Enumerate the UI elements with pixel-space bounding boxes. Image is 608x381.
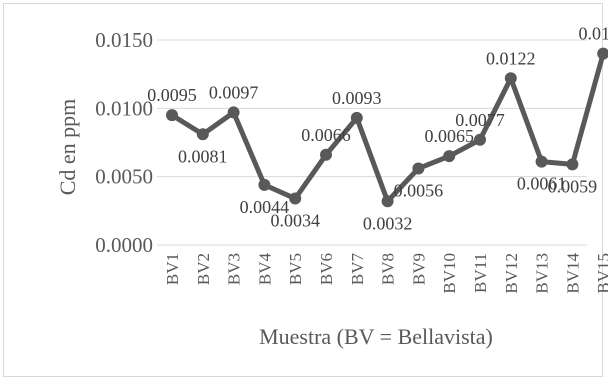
x-axis-ticks: BV1 BV2 BV3 BV4 BV5 BV6 BV7 BV8 BV9 BV10 BV11 BV12 B… <box>163 253 608 294</box>
y-tick-label-3: 0.0150 <box>95 28 153 52</box>
data-point-bv4 <box>258 178 271 191</box>
data-point-bv6 <box>320 148 332 161</box>
data-point-bv1 <box>166 109 178 122</box>
data-label-bv7: 0.0093 <box>332 88 382 108</box>
data-label-bv13: 0.0061 <box>517 174 567 194</box>
x-tick-label-bv6: BV6 <box>317 253 336 285</box>
data-label-bv12: 0.0122 <box>486 48 536 68</box>
y-tick-label-0: 0.0000 <box>95 233 153 257</box>
data-label-bv5: 0.0034 <box>270 211 320 231</box>
data-point-bv10 <box>443 150 456 163</box>
data-point-bv14 <box>566 158 579 171</box>
data-label-bv3: 0.0097 <box>209 82 259 102</box>
data-label-bv1: 0.0095 <box>147 85 197 105</box>
data-point-bv11 <box>474 133 486 146</box>
data-point-bv9 <box>412 162 425 175</box>
x-tick-label-bv5: BV5 <box>286 253 305 285</box>
data-point-bv2 <box>196 128 209 141</box>
data-label-bv4: 0.0044 <box>240 197 290 217</box>
data-label-bv11: 0.0077 <box>455 110 505 130</box>
x-tick-label-bv10: BV10 <box>440 253 459 294</box>
y-axis-title: Cd en ppm <box>55 99 80 196</box>
y-tick-label-2: 0.0100 <box>95 96 153 120</box>
x-tick-label-bv2: BV2 <box>194 253 213 285</box>
x-axis-title: Muestra (BV = Bellavista) <box>259 324 493 349</box>
data-label-bv2: 0.0081 <box>178 146 228 166</box>
x-tick-label-bv3: BV3 <box>225 253 244 285</box>
data-point-bv12 <box>504 72 517 85</box>
data-point-bv13 <box>535 155 548 168</box>
x-tick-label-bv4: BV4 <box>255 253 274 286</box>
data-label-bv10: 0.0065 <box>424 126 474 146</box>
data-point-bv3 <box>227 106 240 119</box>
data-label-bv9: 0.0056 <box>394 180 444 200</box>
x-tick-label-bv8: BV8 <box>379 253 398 285</box>
x-tick-label-bv14: BV14 <box>563 253 582 294</box>
data-label-bv8: 0.0032 <box>363 213 413 233</box>
data-label-bv6: 0.0066 <box>301 125 351 145</box>
x-tick-label-bv9: BV9 <box>409 253 428 285</box>
series-cd <box>166 47 608 208</box>
x-tick-label-bv13: BV13 <box>533 253 552 294</box>
data-point-bv5 <box>289 192 302 205</box>
y-tick-label-1: 0.0050 <box>95 165 153 189</box>
gridlines <box>157 39 587 246</box>
x-tick-label-bv11: BV11 <box>471 253 490 293</box>
data-label-bv14: 0.0059 <box>548 176 598 196</box>
data-point-bv8 <box>381 195 394 208</box>
x-tick-label-bv7: BV7 <box>348 253 367 286</box>
data-label-bv15: 0.0140 <box>578 24 608 44</box>
x-tick-label-bv1: BV1 <box>163 253 182 285</box>
data-point-bv7 <box>350 111 363 124</box>
y-axis-ticks: 0.0000 0.0050 0.0100 0.0150 <box>95 28 153 257</box>
data-point-bv15 <box>597 47 608 60</box>
x-tick-label-bv12: BV12 <box>502 253 521 294</box>
x-tick-label-bv15: BV15 <box>594 253 608 294</box>
